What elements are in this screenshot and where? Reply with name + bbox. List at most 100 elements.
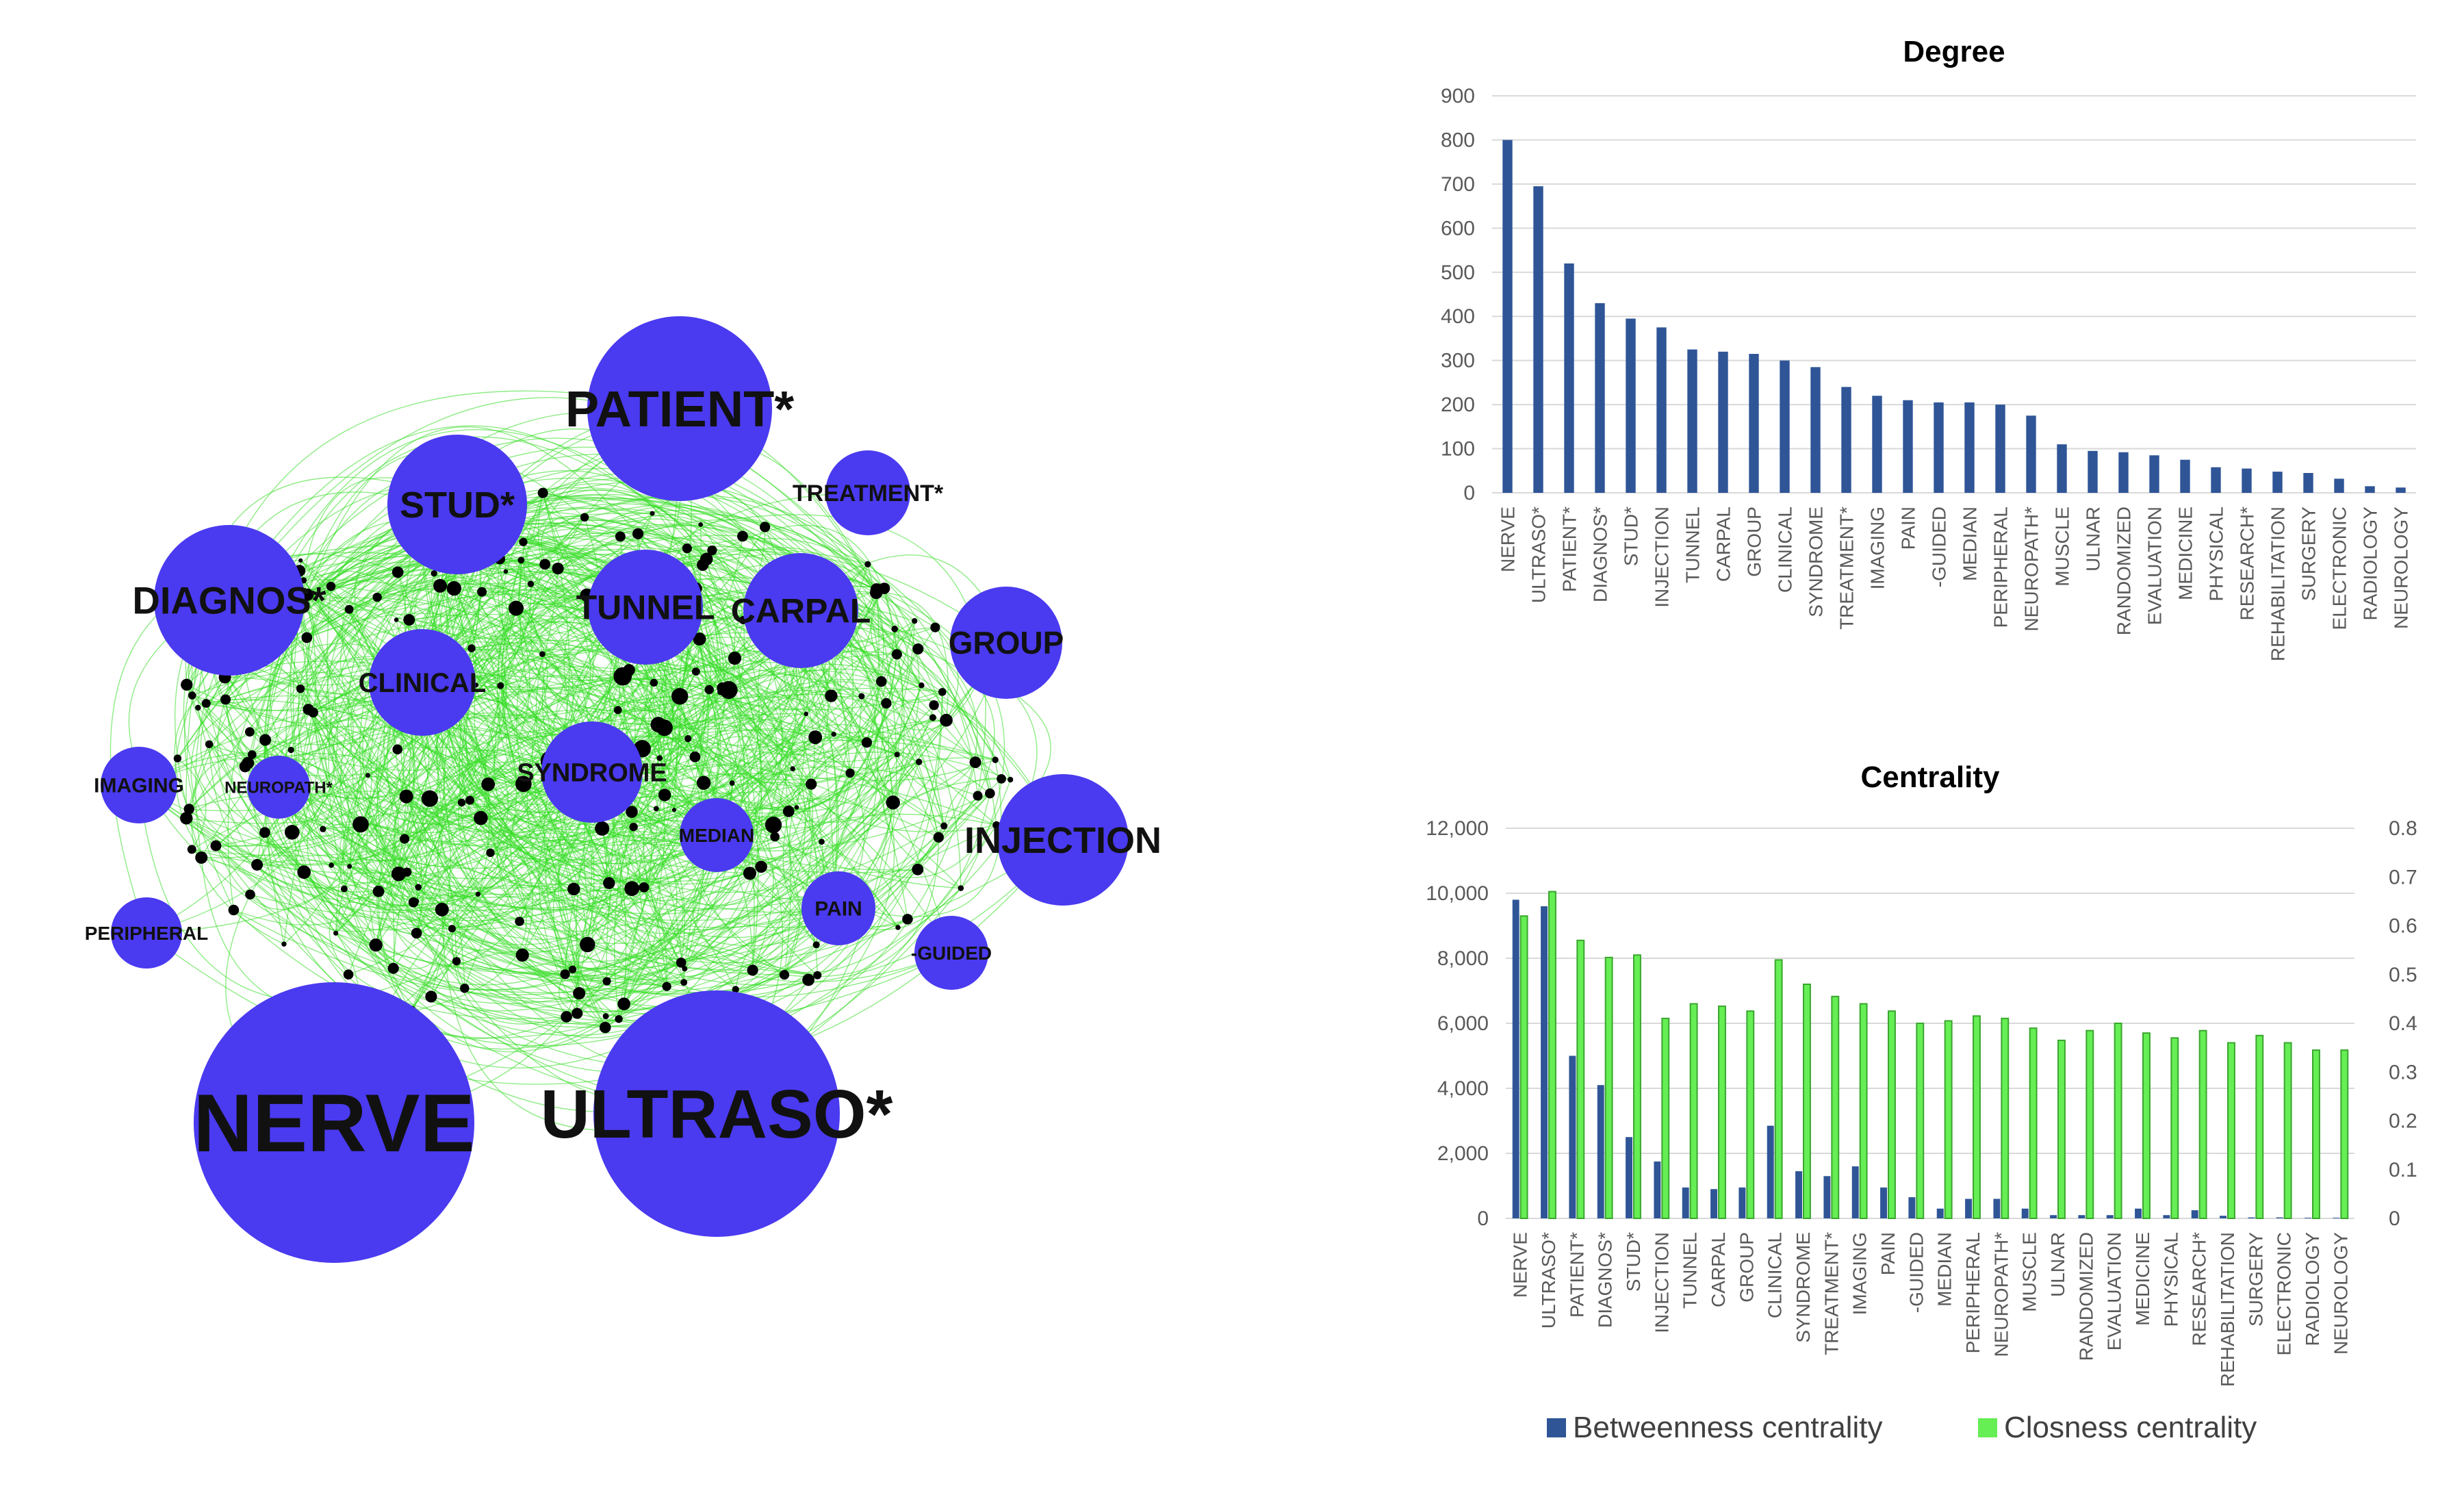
centrality-x-tick-label: CARPAL bbox=[1708, 1232, 1729, 1307]
small-node bbox=[301, 632, 313, 643]
node-label-stud: STUD* bbox=[400, 485, 515, 526]
network-edge bbox=[200, 677, 266, 833]
betweenness-bar-injection bbox=[1654, 1161, 1661, 1218]
network-edge bbox=[292, 602, 645, 921]
network-edge bbox=[248, 583, 824, 776]
network-edge bbox=[461, 541, 532, 710]
network-edge bbox=[618, 766, 978, 1019]
network-edge bbox=[331, 681, 882, 979]
network-edge bbox=[679, 663, 1064, 841]
small-node bbox=[617, 997, 630, 1010]
network-edge bbox=[618, 813, 997, 1020]
small-node bbox=[894, 752, 900, 758]
centrality-x-tick-label: IMAGING bbox=[1849, 1232, 1871, 1315]
small-node bbox=[902, 914, 913, 925]
degree-x-tick-label: RESEARCH* bbox=[2237, 507, 2258, 621]
betweenness-bar-medicine bbox=[2135, 1208, 2142, 1218]
node-label-tunnel: TUNNEL bbox=[576, 589, 715, 627]
degree-x-tick-label: MUSCLE bbox=[2052, 507, 2073, 587]
node-label-patient: PATIENT* bbox=[565, 381, 795, 437]
small-node bbox=[245, 889, 255, 900]
small-node bbox=[677, 690, 686, 700]
centrality-right-y-tick-label: 0.6 bbox=[2389, 915, 2417, 938]
small-node bbox=[284, 825, 300, 840]
small-node bbox=[732, 986, 739, 993]
network-edge bbox=[808, 719, 947, 902]
small-node bbox=[421, 790, 439, 807]
network-edge bbox=[703, 773, 774, 825]
node-label-diagnos: DIAGNOS* bbox=[132, 579, 326, 622]
degree-x-tick-label: INJECTION bbox=[1652, 507, 1673, 608]
network-edge bbox=[823, 603, 978, 870]
network-edge bbox=[840, 617, 945, 827]
centrality-x-tick-label: TREATMENT* bbox=[1821, 1232, 1842, 1355]
node-peripheral bbox=[111, 897, 182, 969]
small-node bbox=[615, 531, 626, 542]
network-edge bbox=[470, 541, 591, 801]
network-edge bbox=[708, 689, 997, 833]
small-node bbox=[765, 817, 782, 834]
closness-bar-stud bbox=[1633, 954, 1641, 1219]
closness-bar-research bbox=[2198, 1029, 2207, 1219]
degree-bar-median bbox=[1964, 402, 1975, 493]
network-edge bbox=[209, 625, 665, 795]
small-node bbox=[394, 617, 399, 622]
network-edge bbox=[264, 804, 600, 936]
centrality-chart-title: Centrality bbox=[1861, 760, 2000, 794]
small-node bbox=[958, 885, 964, 891]
network-edge bbox=[673, 810, 962, 973]
small-node bbox=[650, 511, 655, 516]
network-edge bbox=[300, 554, 632, 812]
small-node bbox=[509, 600, 524, 616]
node-median bbox=[680, 798, 754, 872]
closness-bar-medicine bbox=[2142, 1032, 2151, 1219]
small-node bbox=[656, 719, 673, 736]
node-syndrome bbox=[541, 721, 643, 823]
degree-bar-stud bbox=[1626, 318, 1636, 493]
small-node bbox=[930, 622, 940, 632]
network-edge bbox=[564, 847, 839, 975]
betweenness-bar-randomized bbox=[2078, 1215, 2086, 1218]
small-node bbox=[858, 693, 865, 700]
small-node bbox=[519, 537, 528, 546]
network-edge bbox=[680, 574, 854, 963]
small-node bbox=[481, 777, 496, 791]
node-label-ultraso: ULTRASO* bbox=[541, 1076, 893, 1153]
small-node bbox=[369, 938, 383, 952]
betweenness-bar-ultraso bbox=[1541, 906, 1548, 1218]
network-edge bbox=[406, 778, 1002, 930]
closness-bar-radiology bbox=[2312, 1049, 2320, 1219]
degree-bar-nerve bbox=[1502, 140, 1513, 493]
degree-bar-imaging bbox=[1872, 396, 1882, 493]
small-node bbox=[615, 1014, 623, 1023]
small-node bbox=[940, 713, 953, 727]
closness-bar-nerve bbox=[1519, 915, 1528, 1219]
small-node bbox=[973, 791, 983, 801]
network-edge bbox=[687, 738, 774, 971]
small-node bbox=[624, 881, 640, 897]
closness-bar-carpal bbox=[1718, 1005, 1726, 1219]
small-node bbox=[188, 691, 196, 700]
degree-x-tick-label: IMAGING bbox=[1867, 507, 1888, 589]
node-label-pain: PAIN bbox=[814, 898, 862, 921]
network-edge bbox=[452, 592, 877, 797]
small-node bbox=[861, 737, 872, 748]
network-edge bbox=[307, 426, 639, 595]
network-edge bbox=[188, 754, 253, 810]
betweenness-bar-diagnos bbox=[1597, 1085, 1604, 1218]
small-node bbox=[629, 822, 638, 832]
small-node bbox=[632, 528, 644, 539]
network-edge bbox=[196, 630, 523, 956]
centrality-x-tick-label: MEDICINE bbox=[2132, 1232, 2153, 1326]
degree-x-tick-label: SURGERY bbox=[2298, 507, 2320, 601]
small-node bbox=[969, 756, 981, 769]
small-node bbox=[567, 882, 580, 896]
centrality-x-tick-label: NERVE bbox=[1510, 1232, 1531, 1298]
network-edge bbox=[283, 708, 350, 945]
small-node bbox=[676, 958, 686, 968]
closness-bar-group bbox=[1746, 1010, 1755, 1219]
node-injection bbox=[997, 774, 1129, 906]
network-edge bbox=[257, 860, 457, 962]
small-node bbox=[457, 798, 466, 807]
degree-bar-patient bbox=[1564, 263, 1574, 493]
